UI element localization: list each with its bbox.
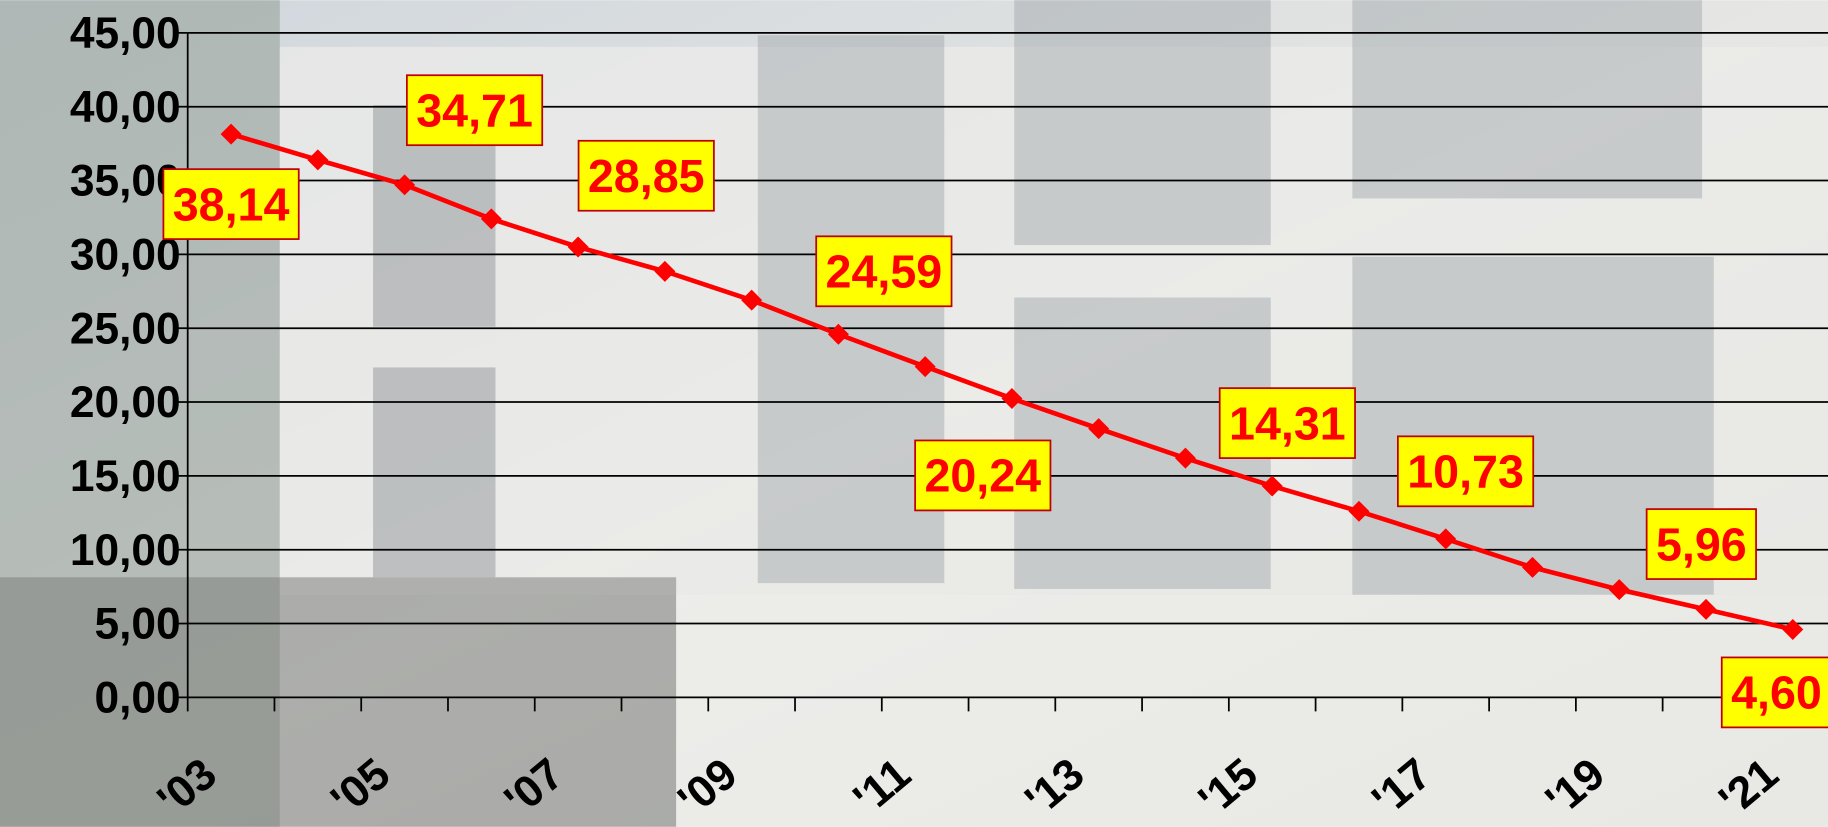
value-label-box (1218, 387, 1356, 459)
marker (1608, 579, 1630, 601)
value-label: 20,24 (914, 439, 1052, 512)
value-label-box (1397, 435, 1535, 508)
y-tick-label: 15,00 (70, 452, 181, 501)
value-label: 5,96 (1645, 508, 1757, 580)
marker (1348, 500, 1370, 522)
marker (654, 260, 676, 282)
value-label: 24,59 (815, 235, 953, 308)
value-label-box (406, 74, 544, 147)
marker (914, 356, 936, 378)
marker (480, 208, 502, 230)
value-label: 28,85 (577, 139, 715, 212)
value-label-box (914, 439, 1052, 512)
value-label-text: 14,31 (1229, 397, 1346, 449)
value-label-text: 34,71 (416, 85, 533, 137)
value-label-text: 5,96 (1656, 518, 1747, 570)
marker (307, 149, 329, 171)
marker (1522, 556, 1543, 578)
value-label-box (1720, 656, 1828, 729)
y-tick-label: 30,00 (70, 231, 181, 280)
marker (827, 323, 849, 345)
marker (1174, 447, 1196, 469)
value-label: 34,71 (406, 74, 544, 147)
y-tick-label: 20,00 (70, 378, 181, 427)
value-label-text: 20,24 (924, 450, 1041, 502)
value-label: 4,60 (1720, 656, 1828, 729)
marker (394, 174, 416, 196)
marker (1261, 475, 1283, 497)
marker (1088, 418, 1110, 440)
value-label-box (1645, 508, 1757, 580)
marker (1435, 528, 1457, 550)
value-label-text: 4,60 (1731, 667, 1822, 719)
marker (1695, 598, 1717, 620)
y-tick-label: 40,00 (70, 83, 181, 132)
y-tick-label: 10,00 (70, 526, 181, 575)
y-tick-label: 45,00 (70, 9, 181, 58)
value-label-text: 24,59 (826, 246, 943, 298)
marker (1001, 387, 1023, 409)
y-tick-label: 35,00 (70, 157, 181, 206)
value-label-box (577, 139, 715, 212)
y-tick-label: 25,00 (70, 304, 181, 353)
value-label-box (815, 235, 953, 308)
value-label-box (162, 168, 300, 240)
value-label: 10,73 (1397, 435, 1535, 508)
value-label-text: 10,73 (1407, 446, 1524, 498)
y-tick-label: 0,00 (94, 674, 180, 723)
value-label-text: 38,14 (173, 178, 290, 230)
value-label: 38,14 (162, 168, 300, 240)
marker (1782, 618, 1804, 640)
marker (741, 289, 763, 311)
value-label: 14,31 (1218, 387, 1356, 459)
value-label-text: 28,85 (588, 150, 705, 202)
y-tick-label: 5,00 (94, 600, 180, 649)
